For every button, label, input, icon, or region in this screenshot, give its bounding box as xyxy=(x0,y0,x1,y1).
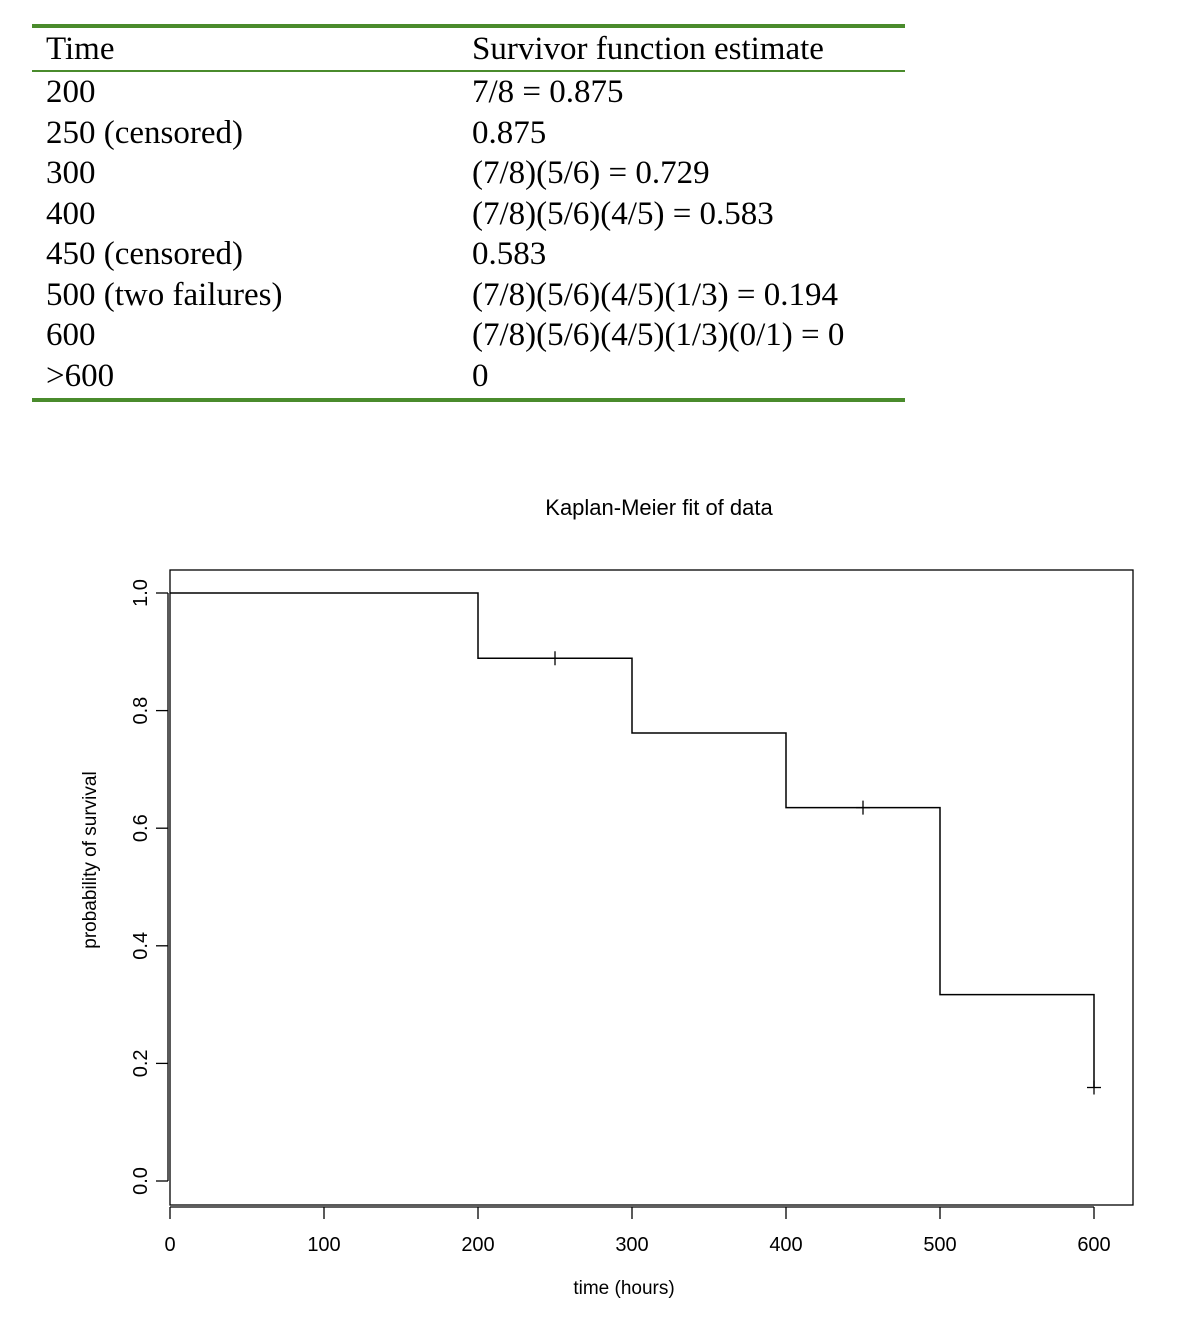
time-cell: >600 xyxy=(46,357,115,394)
x-tick-label: 300 xyxy=(615,1234,648,1256)
estimate-cell: (7/8)(5/6)(4/5) = 0.583 xyxy=(472,195,774,232)
table-header-row: Time Survivor function estimate xyxy=(32,28,905,70)
censor-mark xyxy=(856,800,870,815)
y-axis-label: probability of survival xyxy=(80,771,101,948)
time-cell: 300 xyxy=(46,155,96,191)
table-row: 400 (7/8)(5/6)(4/5) = 0.583 xyxy=(32,194,905,235)
table-row: 200 7/8 = 0.875 xyxy=(32,72,905,113)
axes: 0 100 200 300 400 500 600 0.0 0.2 0.4 0.6 0.8 1.0 xyxy=(130,579,1111,1256)
estimate-cell: (7/8)(5/6) = 0.729 xyxy=(472,155,710,191)
x-tick-label: 500 xyxy=(923,1234,956,1256)
time-cell: 400 xyxy=(46,195,96,232)
series xyxy=(170,592,1101,1095)
y-tick-label: 0.0 xyxy=(130,1167,152,1195)
estimate-cell: 0 xyxy=(472,357,489,394)
y-tick-label: 0.6 xyxy=(130,814,152,842)
x-tick-label: 200 xyxy=(461,1234,494,1256)
estimate-cell: (7/8)(5/6)(4/5)(1/3)(0/1) = 0 xyxy=(472,317,845,353)
survival-curve xyxy=(170,592,1095,1088)
kaplan-meier-chart: Kaplan-Meier fit of data 0 100 200 300 400 50… xyxy=(80,495,1134,1299)
header-survivor-estimate: Survivor function estimate xyxy=(472,31,824,67)
censor-mark xyxy=(1087,1080,1101,1095)
time-cell: 450 (censored) xyxy=(46,236,244,272)
x-tick-label: 400 xyxy=(769,1234,802,1256)
table-row: 300 (7/8)(5/6) = 0.729 xyxy=(32,153,905,194)
y-tick-label: 0.8 xyxy=(130,697,152,725)
time-cell: 200 xyxy=(46,74,96,110)
y-tick-label: 1.0 xyxy=(130,579,152,607)
time-cell: 250 (censored) xyxy=(46,114,244,151)
censor-mark xyxy=(548,651,562,666)
plot-frame xyxy=(169,569,1134,1206)
estimate-cell: (7/8)(5/6)(4/5)(1/3) = 0.194 xyxy=(472,276,838,313)
table-top-rule xyxy=(32,24,905,28)
x-axis-label: time (hours) xyxy=(573,1278,674,1299)
table-bottom-rule xyxy=(32,398,905,402)
header-time: Time xyxy=(46,31,115,67)
x-tick-label: 100 xyxy=(307,1234,340,1256)
estimate-cell: 7/8 = 0.875 xyxy=(472,74,624,110)
estimate-cell: 0.583 xyxy=(472,236,547,272)
time-cell: 500 (two failures) xyxy=(46,276,283,313)
x-tick-label: 600 xyxy=(1077,1234,1110,1256)
table-row: 600 (7/8)(5/6)(4/5)(1/3)(0/1) = 0 xyxy=(32,315,905,356)
chart-title: Kaplan-Meier fit of data xyxy=(545,495,773,520)
table-row: 250 (censored) 0.875 xyxy=(32,113,905,154)
table-header-rule xyxy=(32,70,905,72)
time-cell: 600 xyxy=(46,317,96,353)
y-tick-label: 0.2 xyxy=(130,1049,152,1077)
table-row: 500 (two failures) (7/8)(5/6)(4/5)(1/3) … xyxy=(32,275,905,316)
table-row: >600 0 xyxy=(32,356,905,397)
table-row: 450 (censored) 0.583 xyxy=(32,234,905,275)
y-tick-label: 0.4 xyxy=(130,932,152,960)
x-tick-label: 0 xyxy=(164,1234,175,1256)
survivor-table: Time Survivor function estimate 200 7/8 … xyxy=(32,24,905,402)
estimate-cell: 0.875 xyxy=(472,114,547,151)
